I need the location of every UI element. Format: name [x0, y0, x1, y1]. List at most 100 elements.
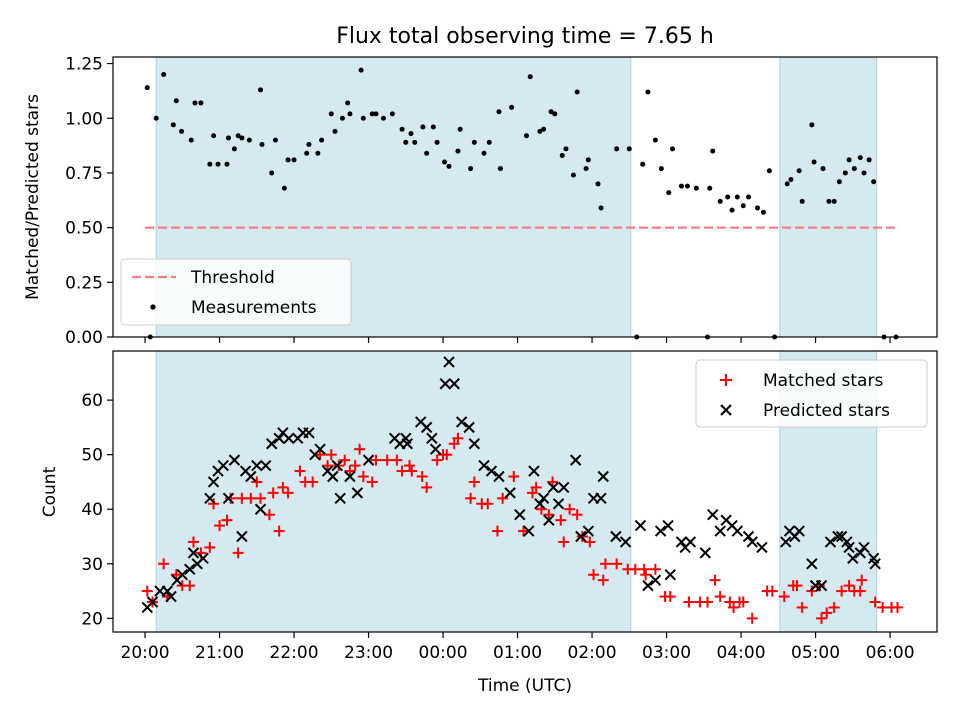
- measurement-point: [760, 209, 766, 215]
- y-tick-label: 20: [81, 609, 103, 629]
- measurement-point: [497, 166, 503, 172]
- measurement-point: [537, 128, 543, 134]
- measurement-point: [328, 111, 334, 117]
- matched-star-marker: [282, 487, 294, 499]
- predicted-star-marker: [443, 356, 455, 368]
- predicted-star-marker: [478, 459, 490, 472]
- matched-star-marker: [778, 591, 790, 603]
- measurement-point: [595, 181, 601, 187]
- measurement-point: [319, 137, 325, 143]
- measurement-point: [225, 135, 231, 141]
- predicted-star-marker: [228, 454, 241, 466]
- matched-star-marker: [370, 454, 382, 466]
- predicted-star-marker: [843, 541, 855, 554]
- matched-star-marker: [339, 454, 351, 466]
- measurement-point: [455, 148, 461, 154]
- matched-star-marker: [649, 563, 661, 575]
- predicted-star-marker: [523, 525, 535, 537]
- matched-star-marker: [611, 558, 623, 570]
- x-tick-label: 06:00: [866, 643, 915, 663]
- measurement-point: [239, 135, 245, 141]
- y-tick-label: 0.25: [65, 273, 103, 293]
- shaded-interval: [155, 350, 632, 633]
- measurement-point: [173, 98, 179, 104]
- measurement-point: [710, 148, 716, 154]
- predicted-star-marker: [217, 459, 229, 472]
- measurement-points: [144, 67, 899, 340]
- matched-star-marker: [836, 585, 848, 597]
- measurement-point: [332, 128, 338, 134]
- predicted-star-marker: [543, 514, 555, 526]
- matched-star-marker: [232, 547, 244, 559]
- predicted-star-marker: [610, 530, 622, 543]
- measurement-point: [640, 161, 646, 167]
- matched-star-marker: [821, 607, 833, 619]
- chart-title: Flux total observing time = 7.65 h: [336, 24, 714, 49]
- measurement-point: [820, 166, 826, 172]
- measurement-point: [523, 133, 529, 139]
- x-tick-label: 05:00: [791, 643, 840, 663]
- matched-star-marker: [381, 454, 393, 466]
- predicted-star-marker: [547, 481, 560, 494]
- matched-star-marker: [208, 498, 220, 510]
- matched-star-marker: [273, 525, 285, 537]
- measurement-point: [734, 194, 740, 200]
- predicted-star-marker: [662, 519, 674, 532]
- predicted-star-marker: [597, 470, 609, 483]
- matched-star-marker: [404, 460, 416, 472]
- measurement-point: [211, 133, 217, 139]
- predicted-star-marker: [869, 558, 881, 570]
- measurement-point: [347, 111, 353, 117]
- predicted-star-marker: [552, 498, 565, 510]
- matched-star-marker: [508, 470, 520, 482]
- measurement-point: [481, 150, 487, 156]
- measurement-point: [563, 146, 569, 152]
- matched-star-marker: [854, 585, 866, 597]
- measurement-point: [215, 161, 221, 167]
- measurement-point: [291, 157, 297, 163]
- matched-star-marker: [214, 520, 226, 532]
- x-tick-label: 23:00: [344, 643, 393, 663]
- measurement-point: [306, 142, 312, 147]
- predicted-star-marker: [575, 530, 587, 543]
- matched-star-marker: [325, 449, 337, 461]
- predicted-star-marker: [699, 547, 712, 559]
- measurement-point: [207, 161, 213, 167]
- measurement-point: [389, 111, 395, 117]
- predicted-star-marker: [448, 378, 460, 390]
- matched-star-marker: [245, 492, 257, 504]
- matched-star-marker: [441, 449, 453, 461]
- measurement-point: [468, 166, 474, 172]
- measurement-point: [836, 179, 842, 185]
- matched-star-marker: [267, 487, 279, 499]
- measurement-point: [559, 152, 565, 158]
- x-tick-label: 20:00: [121, 643, 170, 663]
- x-tick-label: 03:00: [642, 643, 691, 663]
- predicted-star-marker: [642, 579, 654, 592]
- measurement-point: [285, 157, 291, 163]
- measurement-point: [509, 104, 515, 110]
- measurement-point: [231, 146, 237, 152]
- predicted-star-marker: [569, 454, 582, 466]
- measurement-point: [678, 183, 684, 189]
- predicted-star-marker: [504, 487, 516, 499]
- predicted-star-marker: [714, 525, 726, 537]
- measurement-point: [861, 170, 867, 176]
- predicted-star-marker: [824, 536, 837, 548]
- bottom-y-ticks: 20 30 40 50 60: [81, 391, 113, 629]
- predicted-star-marker: [595, 492, 607, 505]
- measurement-point: [652, 137, 658, 143]
- predicted-star-marker: [746, 536, 758, 548]
- matched-star-marker: [468, 476, 480, 488]
- predicted-star-marker: [684, 536, 697, 548]
- predicted-star-marker: [832, 530, 844, 543]
- matched-star-marker: [141, 585, 153, 597]
- measurement-point: [434, 139, 440, 145]
- measurement-point: [658, 166, 664, 172]
- predicted-star-marker: [222, 492, 235, 505]
- matched-star-marker: [314, 449, 326, 461]
- top-axes-frame: [112, 56, 938, 338]
- measurement-point: [784, 181, 790, 187]
- predicted-star-marker: [254, 503, 267, 515]
- predicted-star-marker: [251, 459, 263, 472]
